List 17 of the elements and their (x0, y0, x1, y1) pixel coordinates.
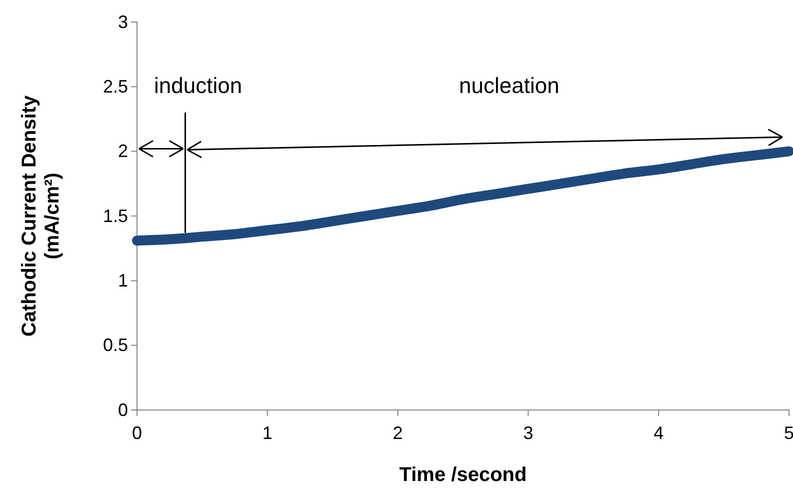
annotation: nucleation (459, 73, 560, 98)
y-tick-label: 1.5 (102, 206, 128, 226)
y-tick-label: 2 (118, 141, 128, 162)
annotation: induction (154, 73, 242, 98)
x-tick-label: 0 (132, 422, 142, 443)
y-tick-label: 2.5 (102, 76, 128, 96)
x-tick-label: 3 (523, 422, 534, 443)
x-axis-title: Time /second (399, 464, 527, 486)
x-tick-label: 1 (262, 422, 272, 443)
x-tick-label: 4 (654, 422, 664, 443)
x-tick-label: 5 (784, 422, 793, 443)
x-tick-label: 2 (392, 422, 403, 443)
y-axis-title: Cathodic Current Density (mA/cm²) (18, 94, 64, 337)
y-tick-label: 0 (118, 400, 128, 420)
y-tick-label: 1 (118, 270, 128, 290)
y-tick-label: 3 (118, 12, 128, 32)
y-tick-label: 0.5 (102, 335, 128, 356)
